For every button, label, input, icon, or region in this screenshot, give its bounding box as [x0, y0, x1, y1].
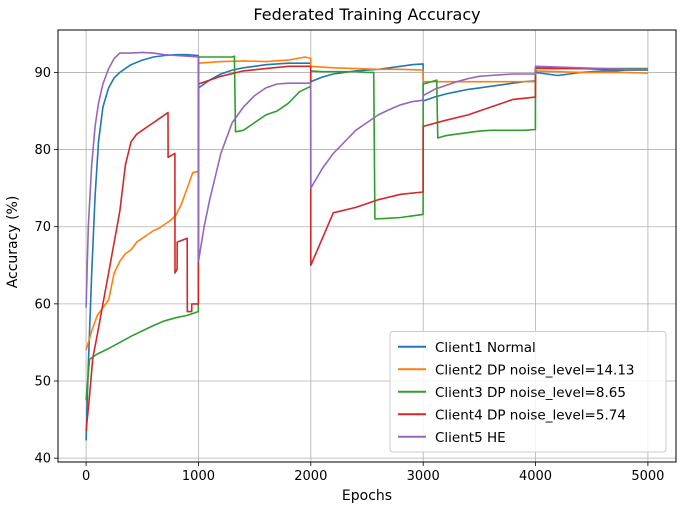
y-tick-label: 70 — [34, 220, 51, 235]
legend-label-client3: Client3 DP noise_level=8.65 — [435, 385, 626, 401]
legend: Client1 Normal Client2 DP noise_level=14.… — [389, 331, 667, 453]
series-line-client5 — [85, 51, 648, 308]
chart-title: Federated Training Accuracy — [253, 5, 480, 24]
legend-label-client1: Client1 Normal — [435, 340, 536, 356]
series-line-client1 — [85, 53, 648, 441]
y-tick-label: 80 — [34, 143, 51, 158]
x-tick-label: 2000 — [294, 469, 327, 484]
x-tick-label: 5000 — [631, 469, 664, 484]
y-axis-label: Accuracy (%) — [5, 196, 21, 289]
x-axis-label: Epochs — [342, 488, 392, 504]
legend-label-client4: Client4 DP noise_level=5.74 — [435, 407, 626, 423]
x-tick-label: 1000 — [182, 469, 215, 484]
y-tick-label: 60 — [34, 297, 51, 312]
x-tick-label: 4000 — [519, 469, 552, 484]
legend-label-client2: Client2 DP noise_level=14.13 — [435, 362, 635, 378]
legend-box — [389, 331, 667, 453]
y-tick-label: 50 — [34, 375, 51, 390]
series-line-client2 — [85, 56, 648, 351]
legend-label-client5: Client5 HE — [435, 430, 506, 446]
series-lines — [85, 51, 648, 441]
y-tick-label: 40 — [34, 452, 51, 467]
plot-frame — [57, 29, 677, 463]
series-line-client3 — [85, 55, 648, 401]
y-tick-label: 90 — [34, 66, 51, 81]
x-tick-label: 3000 — [407, 469, 440, 484]
x-tick-label: 0 — [82, 469, 90, 484]
series-line-client4 — [85, 65, 648, 432]
axis-ticks: 0 1000 2000 3000 4000 5000 40 50 60 70 80 90 — [34, 66, 664, 484]
